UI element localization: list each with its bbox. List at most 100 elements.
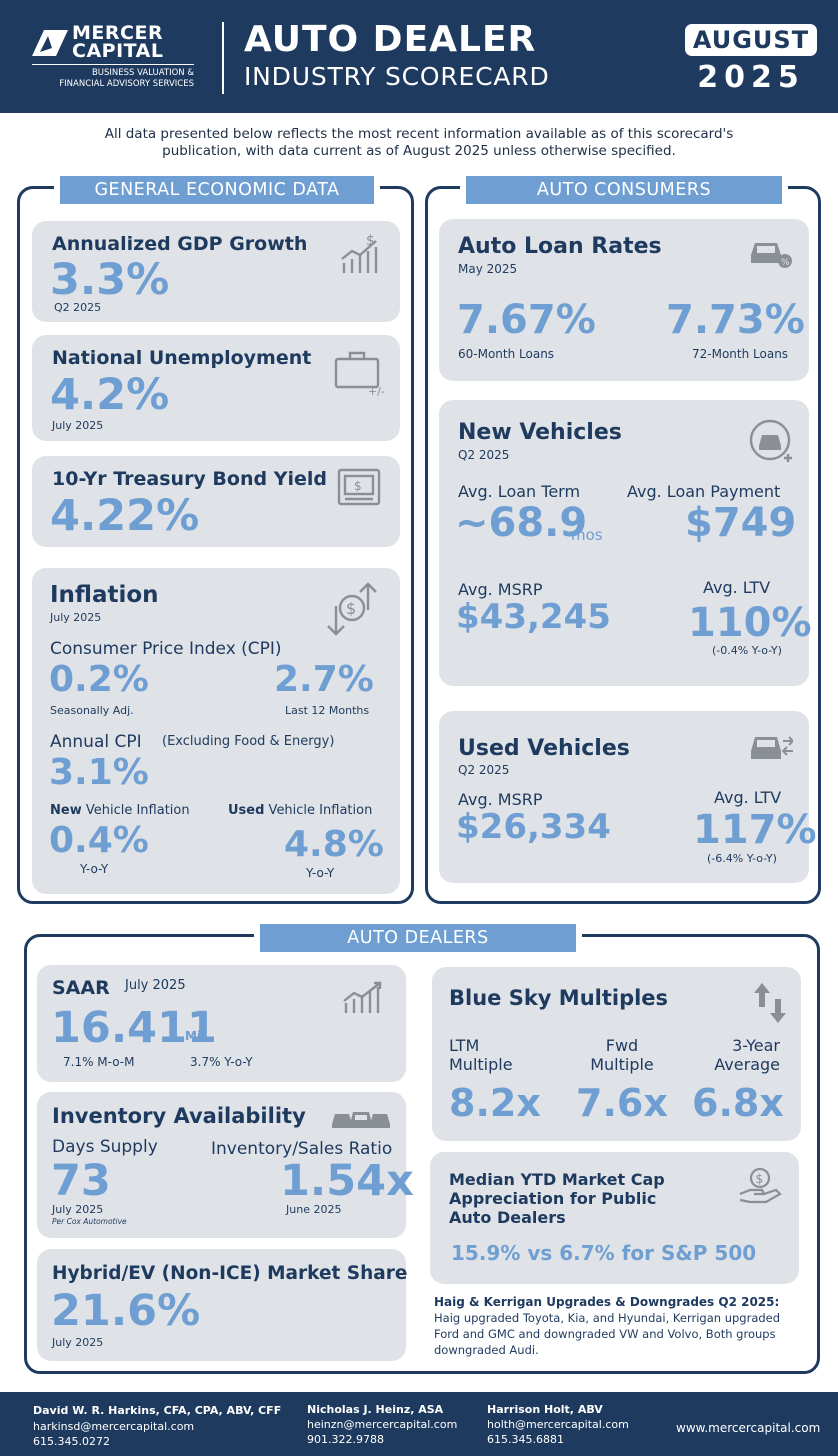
up-down-arrows-icon [752, 981, 788, 1025]
ltm-value: 8.2x [449, 1081, 541, 1125]
loan-72-value: 7.73% [666, 297, 805, 343]
contact-1-phone: 615.345.0272 [33, 1435, 110, 1448]
contact-2-phone: 901.322.9788 [307, 1433, 384, 1446]
contact-2-email[interactable]: heinzn@mercercapital.com [307, 1418, 458, 1431]
new-msrp-label: Avg. MSRP [458, 580, 543, 599]
ltm-label: LTM Multiple [449, 1036, 513, 1074]
inventory-ratio-value: 1.54x [280, 1156, 414, 1206]
used-vehicle-inflation-label: Used Vehicle Inflation [228, 803, 373, 818]
used-vehicle-yoy: Y-o-Y [306, 866, 335, 880]
dollar-arrows-icon: $ [324, 580, 380, 638]
header-divider [222, 22, 224, 94]
annual-cpi-label: Annual CPI [50, 732, 142, 752]
new-vehicles-card: New Vehicles Q2 2025 Avg. Loan Term ~68.… [439, 400, 812, 686]
contact-1-name: David W. R. Harkins, CFA, CPA, ABV, CFF [33, 1404, 282, 1417]
blue-sky-title: Blue Sky Multiples [449, 986, 669, 1010]
car-percent-icon: % [745, 233, 793, 269]
cars-icon [330, 1104, 392, 1130]
intro-text: All data presented below reflects the mo… [104, 126, 734, 159]
unemployment-value: 4.2% [50, 370, 170, 420]
gdp-period: Q2 2025 [54, 301, 102, 314]
loan-rates-title: Auto Loan Rates [458, 234, 662, 259]
economic-section-label: GENERAL ECONOMIC DATA [54, 176, 380, 204]
ev-title: Hybrid/EV (Non-ICE) Market Share [52, 1263, 408, 1284]
used-vehicle-inflation-value: 4.8% [284, 824, 384, 865]
saar-mom: 7.1% M-o-M [63, 1055, 135, 1069]
cpi-sa-label: Seasonally Adj. [50, 704, 134, 717]
contact-2-name: Nicholas J. Heinz, ASA [307, 1403, 444, 1416]
blue-sky-card: Blue Sky Multiples LTM Multiple Fwd Multip… [432, 967, 801, 1141]
cpi-12m-label: Last 12 Months [285, 704, 370, 717]
car-arrows-icon [749, 731, 793, 761]
used-vehicles-period: Q2 2025 [458, 763, 510, 777]
used-ltv-value: 117% [693, 807, 817, 853]
cpi-12m-value: 2.7% [274, 659, 374, 700]
footer: David W. R. Harkins, CFA, CPA, ABV, CFF … [0, 1392, 838, 1456]
loan-rates-card: Auto Loan Rates May 2025 % 7.67% 60-Mont… [439, 219, 809, 381]
saar-card: SAAR July 2025 16.411 Mil 7.1% M-o-M 3.7… [37, 965, 406, 1082]
logo-tagline: BUSINESS VALUATION & FINANCIAL ADVISORY … [59, 68, 194, 89]
annual-cpi-note: (Excluding Food & Energy) [162, 734, 335, 749]
unemployment-card: National Unemployment 4.2% July 2025 +/- [32, 335, 400, 441]
new-ltv-value: 110% [688, 600, 812, 646]
hand-dollar-icon: $ [738, 1166, 784, 1206]
svg-text:+/-: +/- [368, 385, 385, 398]
loan-payment-label: Avg. Loan Payment [627, 482, 781, 501]
mercer-logo-icon [30, 26, 70, 58]
logo-wordmark: MERCER CAPITAL [72, 22, 164, 62]
contact-3-phone: 615.345.6881 [487, 1433, 564, 1446]
svg-text:%: % [781, 258, 790, 268]
contact-3-name: Harrison Holt, ABV [487, 1403, 603, 1416]
saar-value: 16.411 [51, 1003, 217, 1053]
cpi-label: Consumer Price Index (CPI) [50, 639, 282, 659]
website-link[interactable]: www.mercercapital.com [676, 1421, 821, 1435]
page-title: AUTO DEALER [244, 19, 537, 60]
svg-text:$: $ [756, 1172, 764, 1186]
days-supply-value: 73 [51, 1156, 111, 1206]
inventory-ratio-label: Inventory/Sales Ratio [211, 1139, 393, 1159]
loan-72-label: 72-Month Loans [692, 347, 789, 361]
gdp-title: Annualized GDP Growth [52, 233, 308, 255]
used-ltv-change: (-6.4% Y-o-Y) [707, 852, 777, 865]
contact-1-email[interactable]: harkinsd@mercercapital.com [33, 1420, 195, 1433]
treasury-value: 4.22% [50, 491, 200, 541]
market-cap-card: Median YTD Market Cap Appreciation for P… [430, 1152, 799, 1284]
days-supply-period: July 2025 [52, 1203, 104, 1216]
days-supply-label: Days Supply [52, 1137, 158, 1157]
ev-card: Hybrid/EV (Non-ICE) Market Share 21.6% J… [37, 1249, 408, 1361]
inventory-ratio-period: June 2025 [286, 1203, 342, 1216]
contact-3-email[interactable]: holth@mercercapital.com [487, 1418, 629, 1431]
inflation-title: Inflation [50, 582, 159, 608]
used-ltv-label: Avg. LTV [714, 788, 782, 807]
new-vehicle-inflation-value: 0.4% [49, 820, 149, 861]
treasury-card: 10-Yr Treasury Bond Yield 4.22% $ [32, 456, 400, 547]
days-supply-source: Per Cox Automotive [52, 1217, 127, 1226]
three-year-label: 3-Year Average [714, 1036, 780, 1074]
svg-text:$: $ [366, 233, 375, 249]
chart-dollar-icon: $ [340, 233, 386, 275]
unemployment-title: National Unemployment [52, 347, 312, 369]
month-badge: AUGUST [685, 24, 817, 56]
year-label: 2025 [697, 60, 805, 95]
upgrades-note: Haig & Kerrigan Upgrades & Downgrades Q2… [434, 1295, 781, 1357]
ev-period: July 2025 [52, 1336, 104, 1349]
fwd-label: Fwd Multiple [590, 1036, 654, 1074]
loan-60-value: 7.67% [457, 297, 596, 343]
svg-text:$: $ [354, 479, 362, 493]
inflation-card: Inflation July 2025 $ Consumer Price Ind… [32, 568, 400, 894]
loan-rates-period: May 2025 [458, 262, 518, 276]
saar-title: SAAR [52, 977, 110, 999]
new-ltv-label: Avg. LTV [703, 578, 771, 597]
loan-payment-value: $749 [685, 500, 797, 546]
header-banner: MERCER CAPITAL BUSINESS VALUATION & FINA… [0, 0, 838, 113]
inventory-title: Inventory Availability [52, 1104, 306, 1128]
market-cap-value: 15.9% vs 6.7% for S&P 500 [451, 1241, 757, 1265]
gdp-value: 3.3% [50, 255, 170, 305]
page-subtitle: INDUSTRY SCORECARD [244, 62, 550, 91]
used-msrp-value: $26,334 [456, 807, 611, 847]
fwd-value: 7.6x [576, 1081, 668, 1125]
loan-term-label: Avg. Loan Term [458, 482, 581, 501]
loan-term-value: ~68.9 [455, 500, 588, 546]
saar-period: July 2025 [125, 978, 186, 993]
dealers-section-label: AUTO DEALERS [254, 924, 582, 952]
